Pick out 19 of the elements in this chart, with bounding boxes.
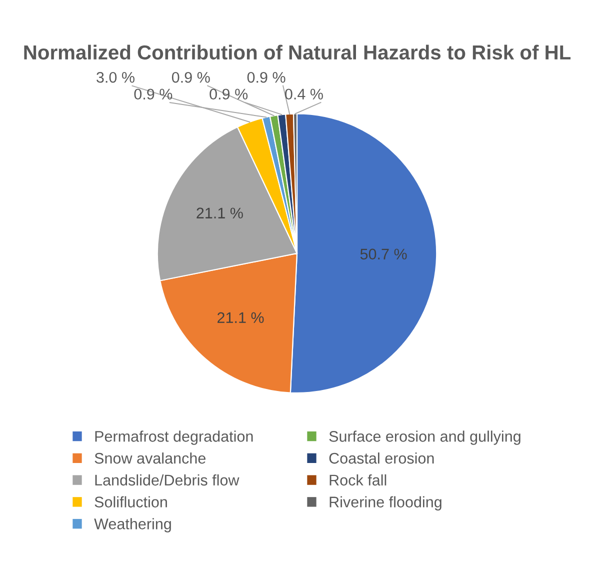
legend-label: Snow avalanche xyxy=(94,452,206,464)
legend-label: Rock fall xyxy=(330,474,386,486)
data-label: 3.0 % xyxy=(96,72,134,83)
data-label: 0.9 % xyxy=(210,88,248,100)
legend-label: Weathering xyxy=(94,518,171,532)
data-label: 21.1 % xyxy=(218,312,264,323)
legend-label: Coastal erosion xyxy=(329,452,434,464)
data-label: 0.9 % xyxy=(172,72,210,83)
data-label: 0.9 % xyxy=(247,72,286,83)
legend-label: Permafrost degradation xyxy=(95,430,253,445)
data-label: 50.7 % xyxy=(360,248,407,260)
legend-label: Surface erosion and gullying xyxy=(329,430,520,445)
legend-label: Riverine flooding xyxy=(330,496,442,510)
legend-label: Landslide/Debris flow xyxy=(95,474,240,486)
chart-title: Normalized Contribution of Natural Hazards to Risk of HL xyxy=(24,44,571,60)
data-label: 0.4 % xyxy=(285,88,323,100)
legend-label: Solifluction xyxy=(94,496,167,508)
data-label: 21.1 % xyxy=(196,208,243,218)
data-label: 0.9 % xyxy=(134,88,172,100)
